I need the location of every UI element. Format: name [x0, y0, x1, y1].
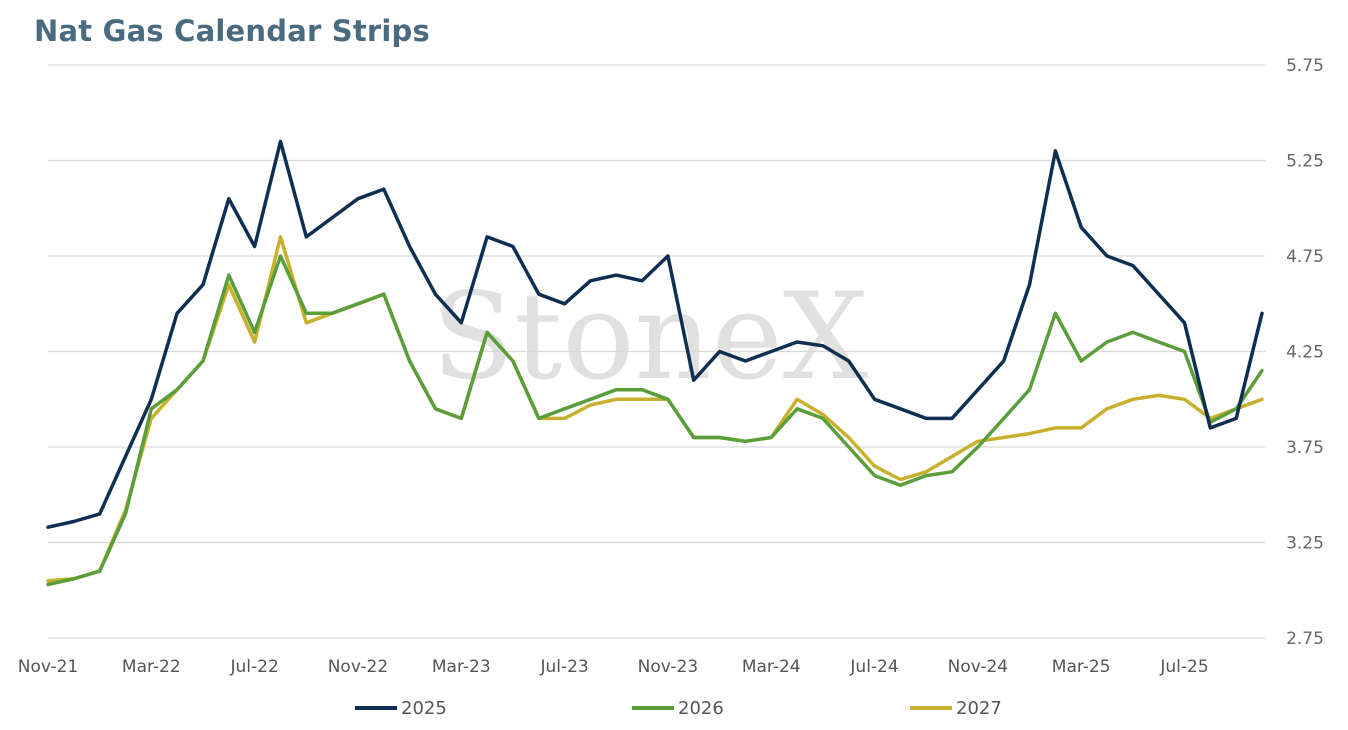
legend-item-2025: 2025	[355, 698, 447, 719]
x-tick-label: Mar-25	[1052, 657, 1111, 677]
y-tick-label: 5.25	[1286, 152, 1324, 172]
y-tick-label: 4.75	[1286, 247, 1324, 267]
y-tick-label: 2.75	[1286, 629, 1324, 649]
legend-item-2026: 2026	[632, 698, 724, 719]
y-tick-label: 4.25	[1286, 343, 1324, 363]
x-tick-label: Nov-24	[948, 657, 1009, 677]
x-tick-label: Jul-24	[849, 657, 898, 677]
legend-label: 2027	[956, 698, 1002, 719]
y-tick-label: 3.75	[1286, 438, 1324, 458]
grid-lines	[48, 64, 1265, 639]
y-axis: 5.75 5.25 4.75 4.25 3.75 3.25 2.75	[1286, 56, 1324, 649]
legend-label: 2025	[401, 698, 447, 719]
series-lines	[46, 139, 1264, 587]
x-tick-label: Nov-23	[638, 657, 699, 677]
series-line-2025	[46, 139, 1264, 529]
x-tick-label: Nov-21	[18, 657, 79, 677]
series-line-2027	[46, 235, 1264, 583]
x-axis: Nov-21 Mar-22 Jul-22 Nov-22 Mar-23 Jul-23 Nov-…	[18, 657, 1209, 677]
x-tick-label: Mar-22	[122, 657, 181, 677]
chart-title: Nat Gas Calendar Strips	[34, 14, 430, 48]
legend: 2025 2026 2027	[355, 698, 1002, 719]
x-tick-label: Jul-23	[539, 657, 588, 677]
legend-label: 2026	[678, 698, 724, 719]
y-tick-label: 3.25	[1286, 534, 1324, 554]
x-tick-label: Jul-25	[1159, 657, 1208, 677]
x-tick-label: Mar-24	[742, 657, 801, 677]
y-tick-label: 5.75	[1286, 56, 1324, 76]
legend-item-2027: 2027	[910, 698, 1002, 719]
x-tick-label: Nov-22	[328, 657, 389, 677]
series-line-2026	[46, 254, 1264, 587]
watermark: StoneX	[432, 268, 868, 407]
x-tick-label: Mar-23	[432, 657, 491, 677]
x-tick-label: Jul-22	[229, 657, 278, 677]
